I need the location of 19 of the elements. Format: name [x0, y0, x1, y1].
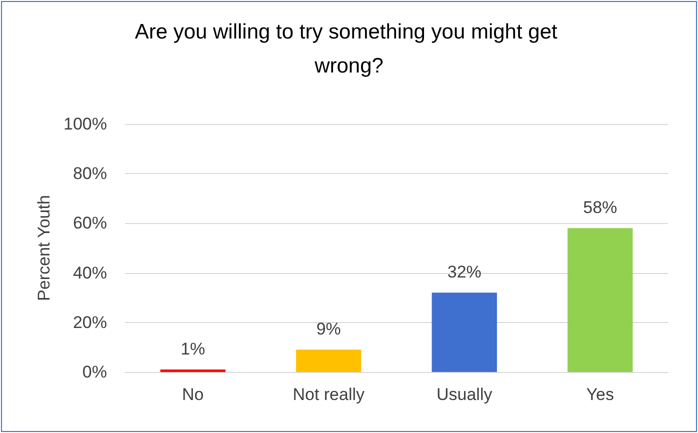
bar — [296, 350, 362, 372]
bar — [432, 292, 497, 372]
data-label: 58% — [583, 198, 618, 218]
x-tick-label: Yes — [586, 385, 614, 404]
data-label: 1% — [180, 340, 206, 359]
y-tick-label: 40% — [72, 263, 107, 282]
y-axis-title: Percent Youth — [34, 195, 54, 301]
data-label: 9% — [316, 320, 341, 339]
x-tick-label: Not really — [292, 385, 366, 404]
x-tick-label: Usually — [436, 385, 493, 404]
y-tick-label: 20% — [72, 312, 107, 332]
y-tick-label: 0% — [82, 362, 107, 382]
y-tick-label: 100% — [64, 114, 107, 134]
data-label: 32% — [447, 262, 482, 282]
x-tick-label: No — [182, 385, 204, 404]
bar — [568, 228, 633, 372]
chart-title: Are you willing to try something you might get wrong? — [134, 20, 564, 78]
y-tick-label: 60% — [72, 214, 107, 233]
y-tick-label: 80% — [72, 164, 107, 184]
